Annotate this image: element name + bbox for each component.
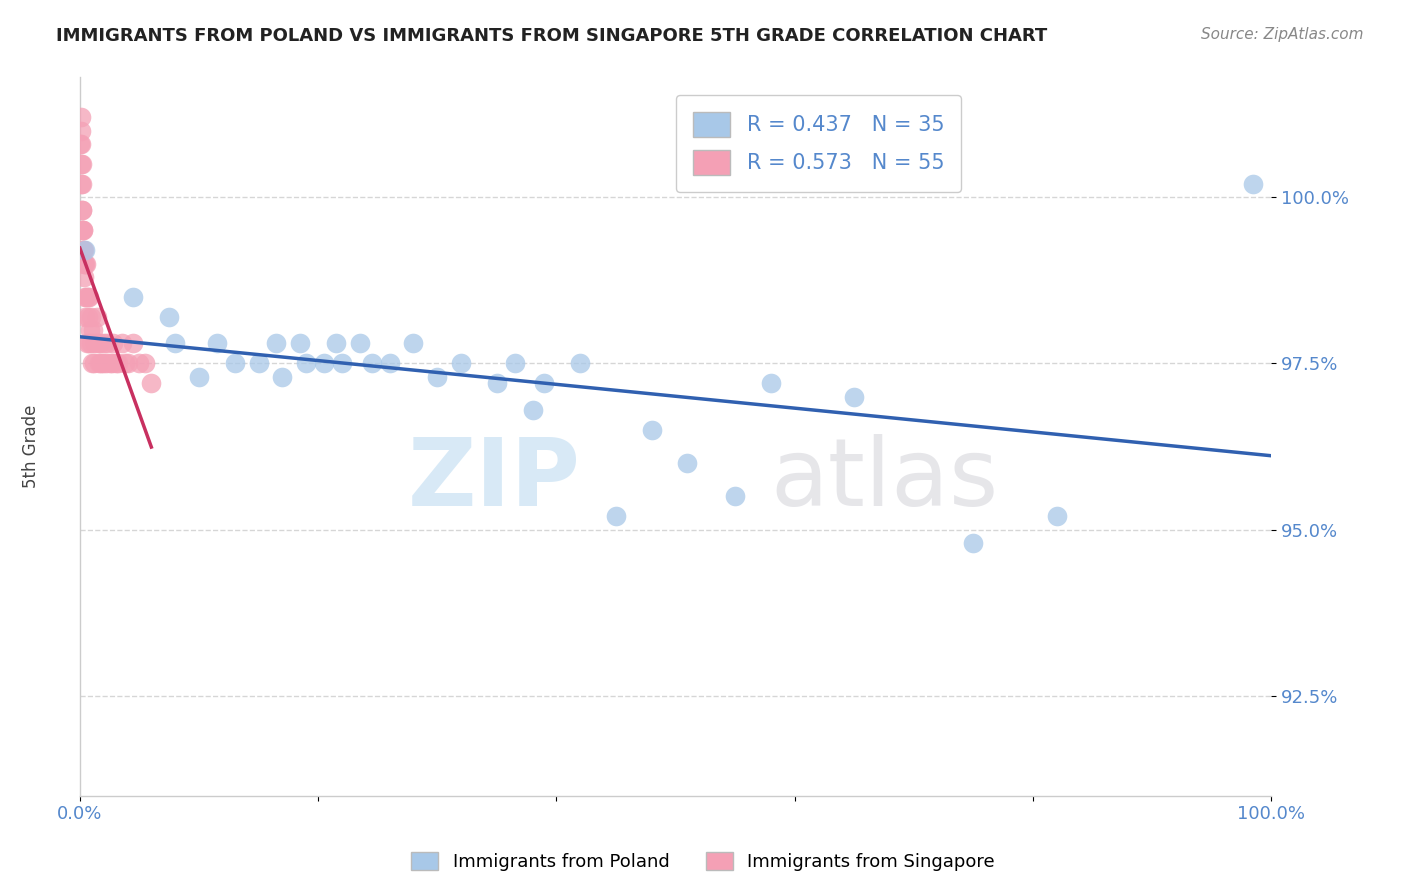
Point bbox=[569, 356, 592, 370]
Point bbox=[96, 336, 118, 351]
Point bbox=[605, 509, 627, 524]
Point bbox=[450, 356, 472, 370]
Point bbox=[295, 356, 318, 370]
Point bbox=[70, 157, 93, 171]
Point bbox=[122, 290, 145, 304]
Point bbox=[94, 356, 117, 370]
Text: IMMIGRANTS FROM POLAND VS IMMIGRANTS FROM SINGAPORE 5TH GRADE CORRELATION CHART: IMMIGRANTS FROM POLAND VS IMMIGRANTS FRO… bbox=[56, 27, 1047, 45]
Point bbox=[290, 336, 312, 351]
Point bbox=[80, 310, 103, 324]
Point bbox=[205, 336, 228, 351]
Point bbox=[114, 356, 136, 370]
Point bbox=[89, 336, 111, 351]
Point bbox=[70, 177, 93, 191]
Point bbox=[75, 257, 97, 271]
Point bbox=[69, 136, 91, 151]
Point bbox=[117, 356, 139, 370]
Point bbox=[76, 336, 98, 351]
Point bbox=[83, 356, 105, 370]
Point bbox=[73, 270, 96, 285]
Point bbox=[157, 310, 180, 324]
Point bbox=[349, 336, 371, 351]
Point bbox=[79, 323, 101, 337]
Point bbox=[76, 290, 98, 304]
Point bbox=[503, 356, 526, 370]
Point bbox=[69, 123, 91, 137]
Point bbox=[962, 536, 984, 550]
Point bbox=[87, 356, 110, 370]
Point bbox=[73, 290, 96, 304]
Point bbox=[107, 356, 129, 370]
Point bbox=[522, 403, 544, 417]
Point bbox=[378, 356, 401, 370]
Point bbox=[86, 310, 108, 324]
Point bbox=[77, 310, 100, 324]
Point bbox=[73, 244, 96, 258]
Text: ZIP: ZIP bbox=[408, 434, 581, 525]
Point bbox=[70, 111, 93, 125]
Point bbox=[103, 336, 125, 351]
Point bbox=[266, 336, 288, 351]
Point bbox=[724, 490, 747, 504]
Point bbox=[271, 369, 294, 384]
Point bbox=[72, 244, 94, 258]
Point bbox=[84, 336, 107, 351]
Text: 5th Grade: 5th Grade bbox=[22, 404, 39, 488]
Text: Source: ZipAtlas.com: Source: ZipAtlas.com bbox=[1201, 27, 1364, 42]
Point bbox=[402, 336, 425, 351]
Point bbox=[79, 290, 101, 304]
Point bbox=[122, 336, 145, 351]
Point bbox=[73, 257, 96, 271]
Point bbox=[325, 336, 347, 351]
Point bbox=[70, 223, 93, 237]
Point bbox=[73, 257, 96, 271]
Point bbox=[75, 290, 97, 304]
Text: atlas: atlas bbox=[770, 434, 1000, 525]
Point bbox=[77, 336, 100, 351]
Point bbox=[533, 376, 555, 391]
Point bbox=[72, 203, 94, 218]
Point bbox=[165, 336, 187, 351]
Point bbox=[73, 244, 96, 258]
Point bbox=[91, 356, 114, 370]
Point bbox=[224, 356, 246, 370]
Point bbox=[330, 356, 353, 370]
Legend: Immigrants from Poland, Immigrants from Singapore: Immigrants from Poland, Immigrants from … bbox=[404, 845, 1002, 879]
Point bbox=[247, 356, 270, 370]
Point bbox=[844, 390, 866, 404]
Point bbox=[141, 376, 163, 391]
Point bbox=[70, 177, 93, 191]
Point bbox=[70, 136, 93, 151]
Point bbox=[640, 423, 662, 437]
Point bbox=[98, 356, 121, 370]
Point bbox=[128, 356, 150, 370]
Point bbox=[360, 356, 382, 370]
Point bbox=[1046, 509, 1069, 524]
Point bbox=[87, 336, 110, 351]
Legend: R = 0.437   N = 35, R = 0.573   N = 55: R = 0.437 N = 35, R = 0.573 N = 55 bbox=[676, 95, 960, 192]
Point bbox=[676, 456, 699, 470]
Point bbox=[426, 369, 449, 384]
Point bbox=[134, 356, 156, 370]
Point bbox=[70, 157, 93, 171]
Point bbox=[70, 203, 93, 218]
Point bbox=[82, 323, 104, 337]
Point bbox=[90, 356, 112, 370]
Point bbox=[72, 223, 94, 237]
Point bbox=[485, 376, 508, 391]
Point bbox=[759, 376, 782, 391]
Point bbox=[80, 356, 103, 370]
Point bbox=[1241, 177, 1264, 191]
Point bbox=[72, 223, 94, 237]
Point bbox=[93, 336, 115, 351]
Point bbox=[104, 356, 127, 370]
Point bbox=[110, 336, 132, 351]
Point bbox=[312, 356, 335, 370]
Point bbox=[188, 369, 211, 384]
Point bbox=[79, 336, 101, 351]
Point bbox=[101, 356, 124, 370]
Point bbox=[75, 310, 97, 324]
